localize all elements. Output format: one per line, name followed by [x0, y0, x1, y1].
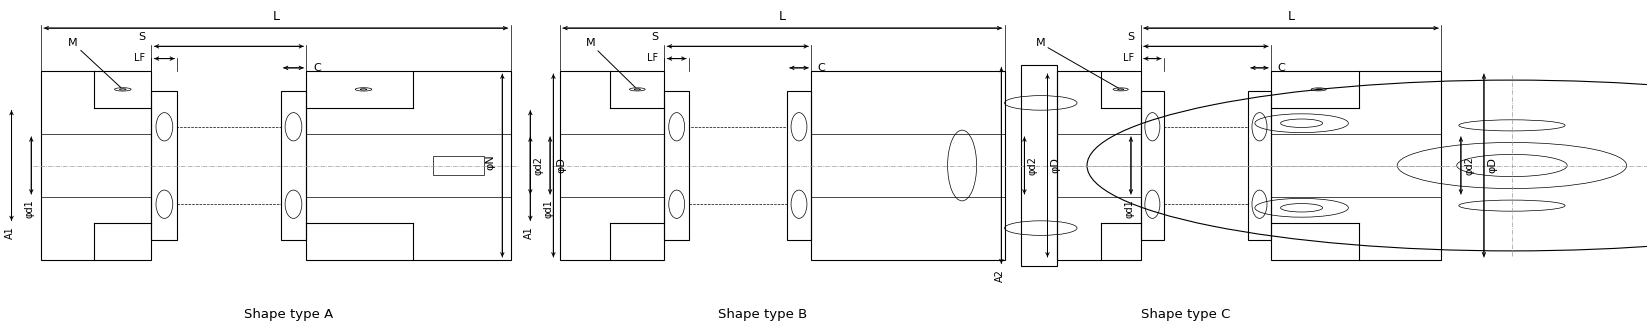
- Bar: [306, 71, 511, 260]
- Text: φd1: φd1: [25, 200, 35, 218]
- Text: Shape type B: Shape type B: [718, 308, 807, 321]
- Text: L: L: [1288, 10, 1295, 23]
- Bar: [1021, 65, 1057, 266]
- Text: φd2: φd2: [1028, 156, 1038, 175]
- Text: LF: LF: [133, 53, 145, 63]
- Bar: [1248, 91, 1271, 240]
- Bar: [664, 91, 688, 240]
- Bar: [152, 91, 178, 240]
- Text: M: M: [585, 38, 636, 87]
- Text: S: S: [138, 32, 145, 42]
- Bar: [178, 127, 280, 204]
- Bar: [1141, 91, 1164, 240]
- Text: φD: φD: [1051, 158, 1061, 173]
- Text: L: L: [779, 10, 786, 23]
- Text: S: S: [1127, 32, 1135, 42]
- Text: M: M: [69, 38, 120, 87]
- Text: φd1: φd1: [1125, 200, 1135, 218]
- Bar: [433, 156, 484, 175]
- Bar: [41, 71, 152, 260]
- Text: φd1: φd1: [544, 200, 553, 218]
- Bar: [688, 127, 787, 204]
- Text: C: C: [313, 63, 321, 73]
- Bar: [1164, 127, 1248, 204]
- Text: A2: A2: [995, 269, 1005, 282]
- Bar: [787, 91, 812, 240]
- Text: A1: A1: [5, 226, 15, 239]
- Bar: [812, 71, 1005, 260]
- Text: φd2: φd2: [1464, 156, 1474, 175]
- Text: C: C: [819, 63, 825, 73]
- Text: Shape type A: Shape type A: [244, 308, 333, 321]
- Text: C: C: [1278, 63, 1285, 73]
- Text: A1: A1: [524, 226, 534, 239]
- Text: φd2: φd2: [534, 156, 544, 175]
- Text: Shape type C: Shape type C: [1141, 308, 1230, 321]
- Bar: [1271, 71, 1441, 260]
- Text: LF: LF: [647, 53, 657, 63]
- Text: φD: φD: [1487, 158, 1497, 173]
- Text: M: M: [1036, 38, 1118, 88]
- Text: S: S: [651, 32, 657, 42]
- Text: φN: φN: [486, 154, 496, 170]
- Bar: [560, 71, 664, 260]
- Text: φD: φD: [557, 158, 567, 173]
- Bar: [1057, 71, 1141, 260]
- Bar: [280, 91, 306, 240]
- Text: L: L: [272, 10, 280, 23]
- Text: LF: LF: [1123, 53, 1135, 63]
